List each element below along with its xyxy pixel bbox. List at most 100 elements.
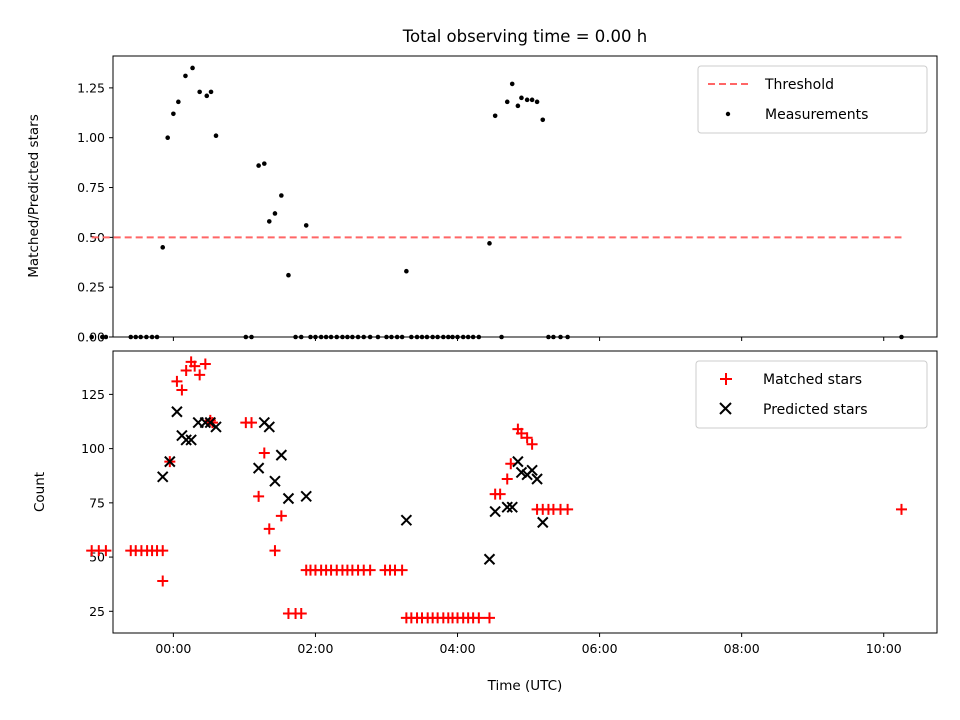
x-tick-label: 00:00 bbox=[155, 641, 191, 656]
measurement-point bbox=[176, 99, 181, 105]
measurement-point bbox=[460, 334, 466, 340]
predicted-star-point bbox=[210, 421, 222, 433]
predicted-star-point bbox=[282, 492, 295, 505]
measurement-point bbox=[89, 334, 94, 340]
predicted-stars-points bbox=[157, 406, 549, 565]
measurement-point bbox=[450, 334, 455, 340]
predicted-star-point bbox=[531, 473, 543, 485]
measurement-point bbox=[266, 219, 272, 224]
y-tick-label: 1.00 bbox=[77, 130, 105, 145]
measurement-point bbox=[298, 334, 304, 340]
measurement-point bbox=[430, 334, 435, 340]
measurement-point bbox=[524, 97, 530, 103]
predicted-star-point bbox=[185, 434, 197, 446]
measurement-point bbox=[133, 334, 139, 340]
measurement-point bbox=[197, 89, 202, 95]
measurement-point bbox=[279, 193, 284, 198]
measurement-point bbox=[492, 113, 498, 119]
bottom-x-axis-ticks: 00:00 02:00 04:00 06:00 08:00 10:00 bbox=[155, 633, 902, 656]
measurement-point bbox=[435, 334, 440, 340]
measurement-point bbox=[345, 334, 350, 340]
chart-title: Total observing time = 0.00 h bbox=[402, 27, 647, 46]
measurement-point bbox=[361, 334, 367, 340]
measurement-point bbox=[389, 334, 394, 340]
measurement-point bbox=[534, 99, 540, 105]
measurement-point bbox=[441, 334, 446, 340]
predicted-star-point bbox=[269, 475, 281, 487]
predicted-star-point bbox=[252, 462, 265, 474]
matched-star-point bbox=[396, 564, 408, 576]
measurement-point bbox=[367, 334, 373, 340]
measurement-point bbox=[404, 268, 409, 274]
measurement-point bbox=[213, 133, 219, 139]
matched-star-point bbox=[526, 438, 538, 450]
matched-star-point bbox=[473, 612, 485, 624]
measurement-point bbox=[509, 81, 515, 87]
top-plot-frame bbox=[112, 55, 938, 338]
matched-star-point bbox=[194, 369, 206, 381]
top-legend: Threshold Measurements bbox=[697, 65, 928, 134]
matched-star-point bbox=[263, 523, 275, 535]
measurement-point bbox=[384, 334, 389, 340]
measurement-point bbox=[375, 334, 381, 340]
matched-star-point bbox=[100, 545, 112, 557]
measurement-point bbox=[546, 334, 551, 340]
matched-star-point bbox=[189, 360, 201, 372]
measurement-point bbox=[183, 73, 188, 79]
measurement-point bbox=[160, 245, 166, 250]
measurement-point bbox=[455, 334, 460, 340]
measurement-point bbox=[318, 334, 324, 340]
bottom-y-axis-ticks: 25 50 75 100 125 bbox=[81, 387, 113, 619]
measurement-point bbox=[128, 334, 134, 340]
predicted-star-point bbox=[483, 553, 496, 565]
measurement-point bbox=[399, 334, 405, 340]
measurements-points bbox=[89, 65, 904, 340]
bottom-plot-frame bbox=[112, 350, 938, 634]
y-tick-label: 50 bbox=[89, 550, 105, 565]
matched-star-point bbox=[199, 358, 211, 370]
measurement-point bbox=[445, 334, 451, 340]
y-tick-label: 0.25 bbox=[77, 280, 105, 295]
predicted-stars-legend-marker bbox=[719, 402, 732, 415]
bottom-y-axis-label: Count bbox=[32, 472, 48, 512]
measurement-point bbox=[340, 334, 345, 340]
measurement-point bbox=[100, 334, 105, 340]
threshold-legend-label: Threshold bbox=[764, 77, 834, 93]
x-tick-label: 10:00 bbox=[866, 641, 902, 656]
x-tick-label: 02:00 bbox=[297, 641, 333, 656]
measurement-point bbox=[350, 334, 355, 340]
measurement-point bbox=[286, 272, 291, 278]
measurement-point bbox=[465, 334, 471, 340]
measurement-point bbox=[487, 241, 492, 246]
measurement-point bbox=[414, 334, 420, 340]
measurement-point bbox=[272, 211, 278, 216]
matched-star-point bbox=[515, 427, 527, 439]
matched-star-point bbox=[562, 503, 574, 515]
matched-star-point bbox=[494, 488, 506, 500]
measurement-point bbox=[308, 334, 313, 340]
measurement-point bbox=[171, 111, 176, 117]
measurement-point bbox=[149, 334, 155, 340]
measurement-point bbox=[424, 334, 430, 340]
measurement-point bbox=[899, 334, 904, 340]
predicted-star-point bbox=[400, 514, 413, 526]
y-tick-label: 1.25 bbox=[77, 80, 105, 95]
matched-stars-legend-marker bbox=[720, 373, 732, 385]
matched-star-point bbox=[269, 545, 281, 557]
measurement-point bbox=[303, 223, 309, 228]
matched-stars-legend-label: Matched stars bbox=[763, 372, 862, 388]
top-legend-box bbox=[697, 65, 928, 134]
matched-star-point bbox=[501, 473, 513, 485]
measurement-point bbox=[323, 334, 329, 340]
top-y-axis-label: Matched/Predicted stars bbox=[26, 114, 42, 277]
measurement-point bbox=[470, 334, 476, 340]
predicted-star-point bbox=[199, 416, 212, 429]
matched-star-point bbox=[180, 365, 192, 377]
matched-star-point bbox=[364, 564, 376, 576]
measurement-point bbox=[154, 334, 160, 340]
predicted-star-point bbox=[537, 516, 549, 529]
x-tick-label: 04:00 bbox=[440, 641, 476, 656]
measurements-legend-label: Measurements bbox=[765, 107, 868, 123]
measurement-point bbox=[334, 334, 340, 340]
